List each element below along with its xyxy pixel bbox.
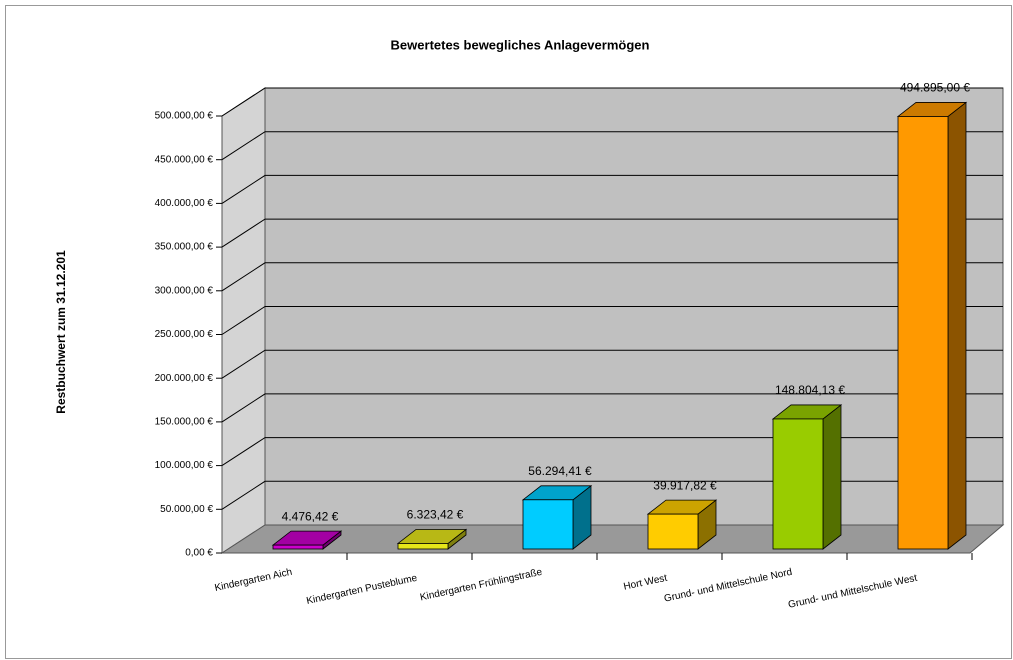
value-label: 4.476,42 €	[282, 509, 339, 523]
grid-line	[221, 174, 1003, 204]
y-tick-label: 300.000,00 €	[155, 285, 214, 296]
grid-line	[221, 87, 1003, 117]
y-axis-label: Restbuchwert zum 31.12.201	[54, 250, 68, 414]
y-tick-label: 350.000,00 €	[155, 242, 214, 253]
y-tick-label: 200.000,00 €	[155, 373, 214, 384]
y-tick-label: 0,00 €	[185, 548, 213, 559]
grid-line	[221, 306, 1003, 335]
y-tick-label: 400.000,00 €	[155, 198, 214, 209]
floor	[220, 524, 1005, 554]
bar	[397, 543, 449, 550]
y-tick-label: 250.000,00 €	[155, 329, 214, 340]
grid-line	[221, 262, 1003, 292]
grid-line	[221, 437, 1003, 467]
bar-side	[947, 101, 967, 550]
y-tick-label: 500.000,00 €	[155, 111, 214, 122]
grid-line	[221, 480, 1003, 510]
grid-line	[221, 218, 1003, 248]
y-tick-label: 450.000,00 €	[155, 154, 214, 165]
y-tick-label: 100.000,00 €	[155, 460, 214, 471]
bar	[522, 499, 574, 550]
bar	[647, 513, 699, 550]
y-tick-label: 150.000,00 €	[155, 417, 214, 428]
y-tick-label: 50.000,00 €	[160, 504, 213, 515]
grid-line	[221, 349, 1003, 379]
bar	[897, 116, 949, 550]
bar	[272, 544, 324, 550]
grid-line	[221, 131, 1003, 161]
bar-side	[822, 404, 842, 550]
value-label: 56.294,41 €	[528, 464, 592, 478]
value-label: 494.895,00 €	[900, 81, 970, 95]
grid-line	[221, 393, 1003, 423]
chart-title: Bewertetes bewegliches Anlagevermögen	[391, 37, 650, 52]
bar	[772, 418, 824, 550]
value-label: 39.917,82 €	[653, 478, 717, 492]
value-label: 6.323,42 €	[407, 508, 464, 522]
value-label: 148.804,13 €	[775, 383, 845, 397]
